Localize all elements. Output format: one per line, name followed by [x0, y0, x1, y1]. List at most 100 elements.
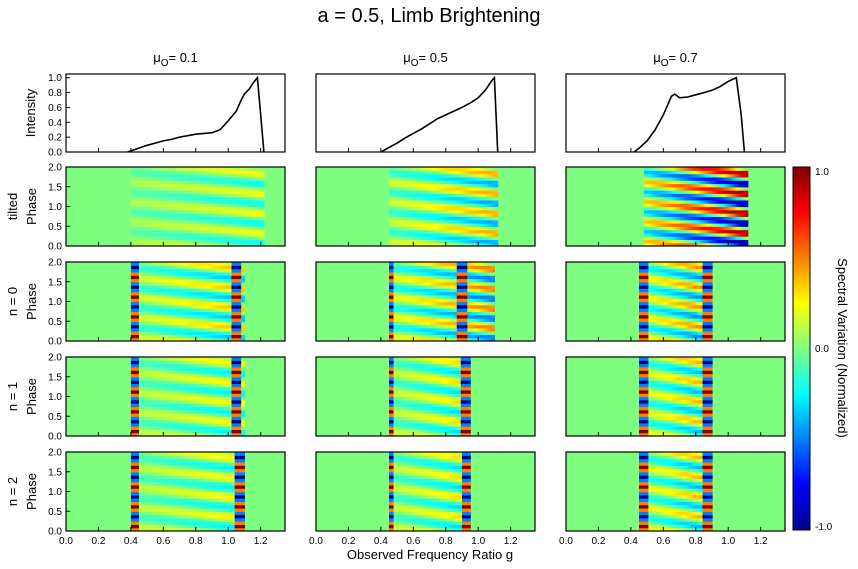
heatmap-cell	[260, 226, 263, 231]
heatmap-cell	[446, 186, 449, 191]
heatmap-cell	[664, 193, 667, 198]
heatmap-cell	[648, 206, 651, 211]
heatmap-cell	[491, 167, 494, 171]
y-tick-label: 1.0	[48, 73, 62, 84]
heatmap-cell	[210, 206, 214, 211]
heatmap-cell	[474, 213, 477, 217]
heatmap-cell	[163, 167, 166, 171]
heatmap-cell	[163, 196, 166, 201]
heatmap-cell	[262, 203, 265, 208]
heatmap-cell	[144, 213, 147, 217]
heatmap-cell	[728, 190, 731, 194]
heatmap-cell	[735, 213, 738, 217]
heatmap-cell	[695, 216, 698, 221]
heatmap-cell	[440, 199, 443, 204]
heatmap-cell	[406, 199, 409, 204]
heatmap-cell	[494, 186, 497, 191]
heatmap-cell	[494, 229, 497, 234]
heatmap-cell	[686, 196, 689, 201]
heatmap-cell	[673, 186, 676, 191]
heatmap-cell	[404, 193, 407, 198]
heatmap-cell	[645, 229, 648, 234]
heatmap-cell	[695, 242, 698, 246]
heatmap-cell	[187, 209, 191, 214]
heatmap-cell	[258, 186, 261, 191]
heatmap-cell	[205, 199, 208, 204]
heatmap-cell	[703, 190, 706, 194]
heatmap-cell	[413, 183, 416, 188]
heatmap-cell	[409, 219, 412, 224]
heatmap-cell	[697, 199, 700, 204]
heatmap-cell	[409, 193, 412, 198]
heatmap-cell	[186, 239, 189, 244]
heatmap-cell	[734, 203, 737, 208]
heatmap-cell	[709, 186, 712, 191]
heatmap-cell	[455, 239, 458, 244]
heatmap-cell	[401, 173, 404, 178]
heatmap-cell	[244, 209, 248, 214]
heatmap-cell	[243, 242, 246, 246]
heatmap-cell	[454, 167, 457, 171]
heatmap-cell	[474, 180, 477, 185]
heatmap-cell	[651, 193, 654, 198]
heatmap-cell	[407, 183, 410, 188]
heatmap-cell	[449, 216, 452, 221]
heatmap-cell	[715, 196, 718, 201]
heatmap-cell	[413, 186, 416, 191]
heatmap-cell	[457, 183, 460, 188]
heatmap-cell	[144, 176, 147, 181]
heatmap-cell	[713, 239, 716, 244]
heatmap-cell	[645, 186, 648, 191]
heatmap-cell	[206, 236, 210, 240]
heatmap-cell	[412, 170, 415, 175]
heatmap-cell	[426, 176, 429, 181]
heatmap-cell	[205, 213, 208, 217]
heatmap-cell	[201, 236, 204, 240]
heatmap-cell	[418, 216, 421, 221]
heatmap-cell	[427, 193, 430, 198]
heatmap-cell	[686, 242, 689, 246]
heatmap-cell	[692, 232, 695, 237]
heatmap-cell	[155, 170, 159, 175]
heatmap-cell	[212, 209, 216, 214]
heatmap-cell	[716, 236, 719, 240]
heatmap-cell	[679, 206, 682, 211]
heatmap-cell	[243, 213, 246, 217]
heatmap-cell	[208, 216, 212, 221]
heatmap-cell	[713, 229, 716, 234]
heatmap-cell	[180, 229, 183, 234]
heatmap-cell	[703, 242, 706, 246]
heatmap-cell	[404, 232, 407, 237]
heatmap-cell	[214, 183, 217, 188]
heatmap-cell	[678, 170, 681, 175]
heatmap-cell	[435, 203, 438, 208]
heatmap-cell	[673, 239, 676, 244]
heatmap-cell	[406, 206, 409, 211]
heatmap-cell	[212, 196, 216, 201]
heatmap-cell	[210, 223, 214, 227]
heatmap-cell	[182, 176, 185, 181]
heatmap-cell	[246, 229, 250, 234]
heatmap-cell	[191, 216, 195, 221]
heatmap-cell	[676, 186, 679, 191]
heatmap-cell	[476, 190, 479, 194]
heatmap-cell	[241, 170, 244, 175]
heatmap-cell	[218, 183, 221, 188]
heatmap-cell	[707, 209, 710, 214]
heatmap-cell	[258, 242, 261, 246]
heatmap-cell	[706, 183, 709, 188]
heatmap-cell	[448, 206, 451, 211]
heatmap-cell	[712, 239, 715, 244]
heatmap-cell	[206, 229, 210, 234]
heatmap-cell	[485, 232, 488, 237]
heatmap-cell	[395, 236, 398, 240]
heatmap-cell	[483, 167, 486, 171]
heatmap-cell	[716, 206, 719, 211]
heatmap-cell	[246, 167, 250, 171]
heatmap-cell	[648, 190, 651, 194]
heatmap-cell	[437, 232, 440, 237]
heatmap-cell	[170, 219, 174, 224]
heatmap-cell	[197, 193, 200, 198]
heatmap-cell	[409, 229, 412, 234]
heatmap-cell	[216, 183, 219, 188]
